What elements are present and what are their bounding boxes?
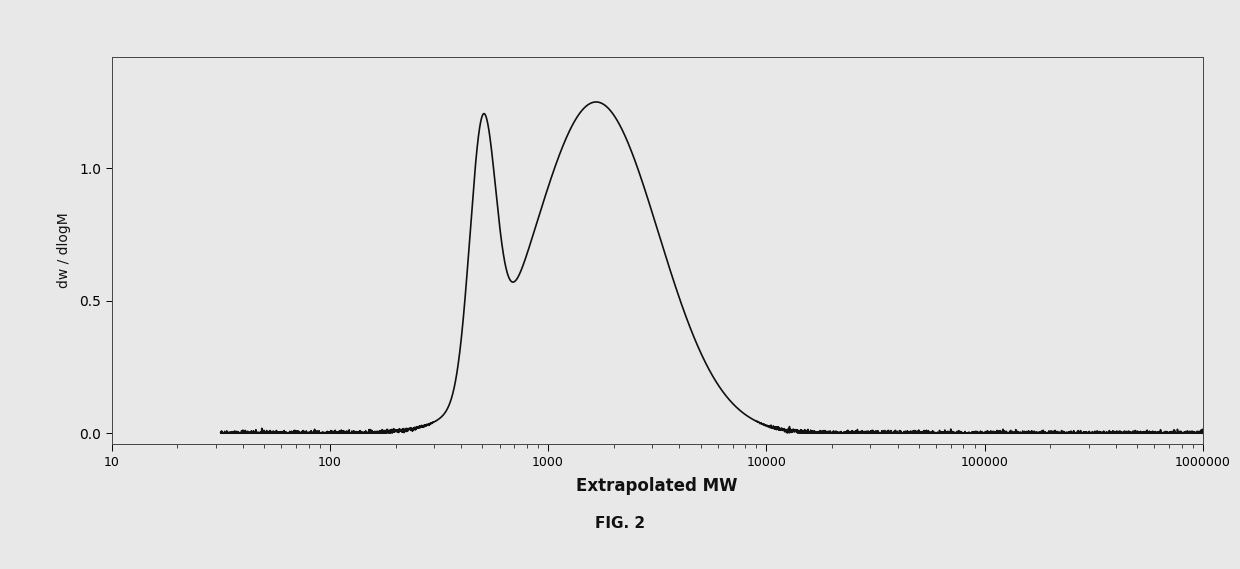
Y-axis label: dw / dlogM: dw / dlogM (57, 212, 71, 288)
Text: FIG. 2: FIG. 2 (595, 516, 645, 531)
X-axis label: Extrapolated MW: Extrapolated MW (577, 477, 738, 495)
